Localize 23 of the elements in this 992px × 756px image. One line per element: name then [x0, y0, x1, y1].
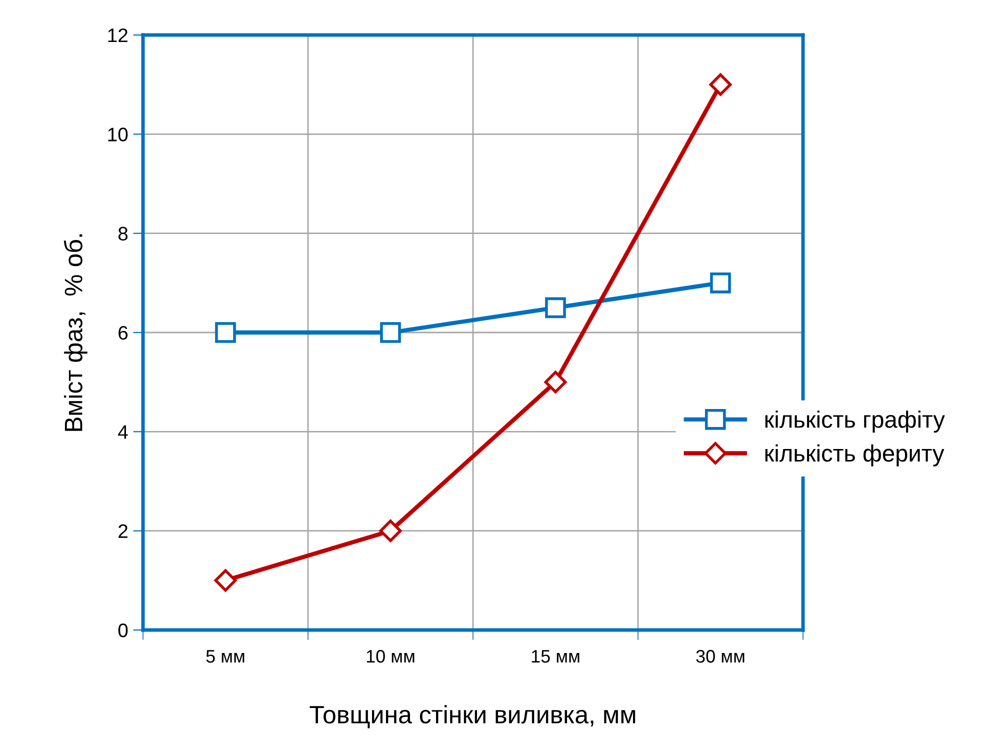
point: [214, 569, 237, 592]
point: [709, 73, 732, 96]
x-tick-label: 5 мм: [206, 650, 244, 663]
x-tick-label: 15 мм: [532, 650, 580, 663]
y-tick-label: 4: [118, 425, 128, 439]
point: [215, 322, 236, 343]
point: [380, 322, 401, 343]
point: [545, 297, 566, 318]
point: [710, 272, 731, 294]
y-tick-label: 0: [118, 623, 128, 638]
y-tick-label: 12: [108, 28, 128, 42]
y-tick-label: 8: [118, 226, 128, 241]
y-tick-label: 6: [118, 326, 128, 340]
x-tick-label: 30 мм: [696, 650, 744, 663]
y-axis-title: Вміст фаз, % об.: [64, 234, 88, 431]
legend-label: кількість фериту: [765, 444, 944, 466]
x-tick-label: 10 мм: [366, 650, 414, 663]
point: [544, 370, 567, 394]
y-tick-label: 10: [108, 128, 128, 142]
y-tick-label: 2: [118, 524, 128, 538]
x-axis-title: Товщина стінки виливка, мм: [310, 705, 636, 728]
point: [379, 520, 402, 542]
legend-label: кількість графіту: [765, 410, 945, 433]
